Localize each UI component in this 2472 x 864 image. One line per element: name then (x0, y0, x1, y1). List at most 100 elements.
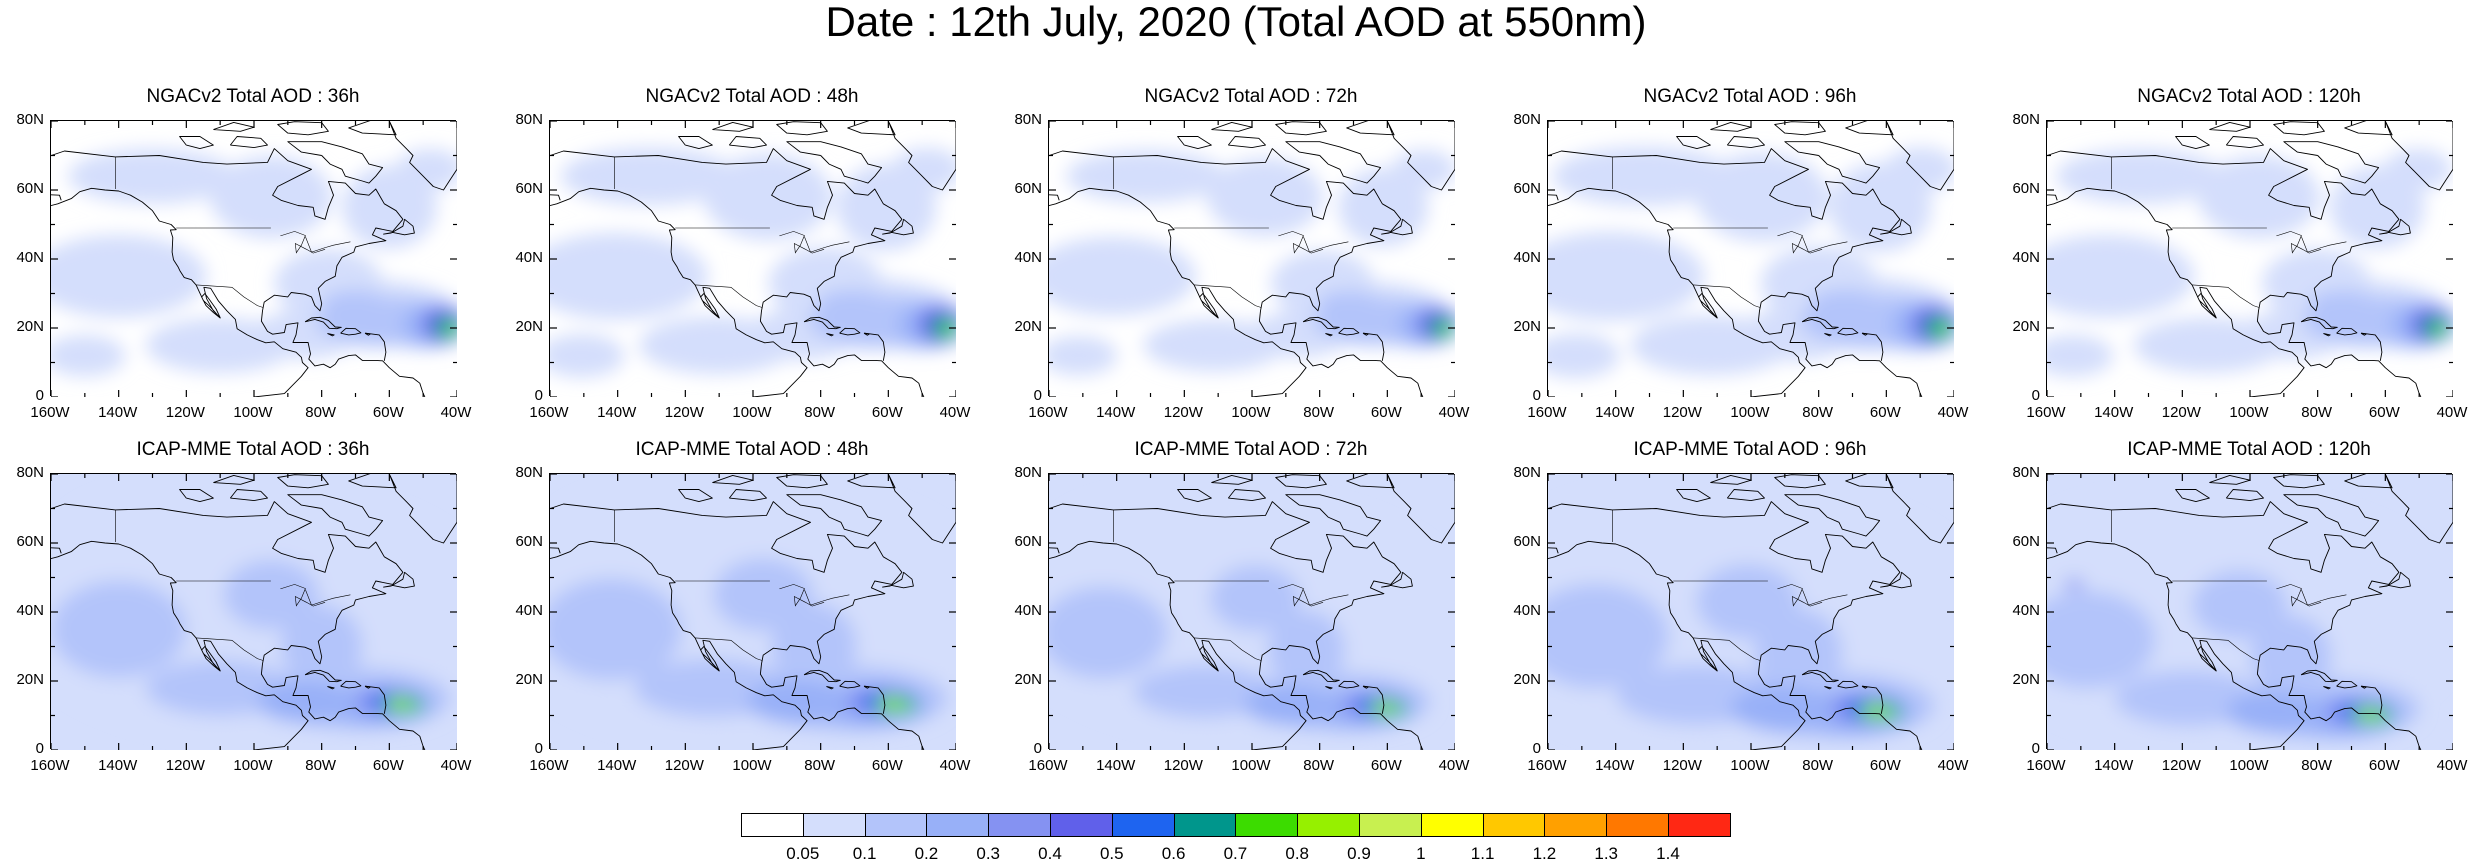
x-tick-label: 80W (1303, 404, 1335, 421)
map-panel: NGACv2 Total AOD : 36h 160W 140W 120W 100W 80… (0, 86, 484, 428)
borders (115, 509, 351, 661)
x-tick-label: 140W (2094, 757, 2134, 774)
map-panel: ICAP-MME Total AOD : 120h 160W 140W 120W 100… (1994, 439, 2472, 781)
map-plot (50, 473, 457, 750)
x-tick-label: 100W (2229, 757, 2269, 774)
aod-plume (385, 696, 414, 707)
x-tick-label: 120W (1163, 757, 1203, 774)
aod-plume (1764, 505, 1867, 595)
y-tick-label: 0 (35, 740, 44, 757)
aod-field (1049, 474, 1455, 750)
aod-plume (2309, 290, 2378, 318)
tick-marks (2047, 474, 2453, 750)
aod-plume (2192, 570, 2288, 640)
aod-plume (940, 318, 956, 338)
panel-title: NGACv2 Total AOD : 72h (1144, 86, 1358, 107)
aod-plume (1133, 665, 1276, 718)
y-tick-label: 0 (1532, 387, 1541, 404)
y-tick-label: 40N (1513, 249, 1541, 266)
aod-plume (1210, 565, 1301, 631)
aod-plume (1049, 236, 1197, 316)
aod-plume (1338, 167, 1429, 247)
aod-field (1548, 121, 1954, 397)
y-tick-label: 0 (35, 387, 44, 404)
aod-plume (2250, 615, 2332, 699)
colorbar-label: 0.6 (1161, 844, 1186, 863)
map-plot (2046, 473, 2453, 750)
colorbar-label: 0.05 (786, 844, 820, 863)
y-tick-label: 0 (534, 387, 543, 404)
y-tick-label: 80N (16, 111, 44, 128)
map-panel: ICAP-MME Total AOD : 72h 160W 140W 120W 100W… (996, 439, 1482, 781)
x-tick-label: 120W (1662, 757, 1702, 774)
x-tick-label: 80W (1802, 404, 1834, 421)
aod-plume (1861, 703, 1891, 715)
y-tick-label: 20N (1513, 318, 1541, 335)
aod-plume (1207, 157, 1323, 237)
aod-plume (816, 289, 888, 319)
colorbar-label: 0.2 (914, 844, 939, 863)
borders (1113, 509, 1349, 661)
aod-field (2047, 121, 2453, 397)
y-tick-label: 60N (1014, 180, 1042, 197)
colorbar-swatch (1050, 813, 1113, 837)
x-tick-label: 160W (2026, 404, 2066, 421)
colorbar-swatch (988, 813, 1051, 837)
x-tick-label: 40W (440, 757, 472, 774)
y-tick-label: 60N (16, 533, 44, 550)
map-panel: ICAP-MME Total AOD : 48h 160W 140W 120W 100W… (497, 439, 983, 781)
y-tick-label: 80N (1513, 111, 1541, 128)
aod-field (1548, 474, 1954, 750)
y-tick-label: 80N (16, 464, 44, 481)
x-tick-label: 60W (2368, 757, 2400, 774)
tick-marks (550, 474, 956, 750)
colorbar-swatch (1173, 813, 1237, 837)
aod-plume (2431, 319, 2449, 337)
colorbar-label: 1.4 (1656, 844, 1680, 863)
coastlines (2047, 474, 2453, 750)
aod-plume (223, 560, 319, 630)
x-tick-label: 40W (1438, 757, 1470, 774)
y-tick-label: 60N (1513, 180, 1541, 197)
aod-plume (703, 153, 832, 241)
x-tick-label: 120W (2161, 757, 2201, 774)
colorbar-swatch (1668, 813, 1731, 837)
colorbar-label: 0.4 (1038, 844, 1062, 863)
borders (614, 509, 850, 661)
panel-title: ICAP-MME Total AOD : 120h (2127, 439, 2371, 460)
aod-plume (877, 696, 906, 708)
map-plot (1547, 473, 1954, 750)
map-panel: ICAP-MME Total AOD : 36h 160W 140W 120W 100W… (0, 439, 484, 781)
x-tick-label: 100W (233, 404, 273, 421)
aod-plume (1066, 149, 1227, 203)
colorbar-swatch (802, 813, 866, 837)
map-panel: NGACv2 Total AOD : 72h 160W 140W 120W 100W 80… (996, 86, 1482, 428)
aod-plume (1267, 610, 1345, 690)
panel-title: ICAP-MME Total AOD : 36h (136, 439, 370, 460)
x-tick-label: 120W (165, 757, 205, 774)
y-tick-label: 60N (515, 180, 543, 197)
x-tick-label: 40W (440, 404, 472, 421)
aod-plume (560, 147, 739, 206)
y-tick-label: 80N (1014, 464, 1042, 481)
x-tick-label: 80W (1303, 757, 1335, 774)
x-tick-label: 140W (1096, 404, 1136, 421)
panel-title: NGACv2 Total AOD : 96h (1643, 86, 1857, 107)
aod-plume (2047, 234, 2195, 318)
y-tick-label: 20N (1014, 318, 1042, 335)
colorbar-swatch (1482, 813, 1546, 837)
tick-marks (1548, 121, 1954, 397)
aod-plume (2064, 579, 2085, 590)
x-tick-label: 40W (1937, 404, 1969, 421)
y-tick-label: 20N (1513, 671, 1541, 688)
x-tick-label: 120W (664, 757, 704, 774)
borders (1612, 509, 1848, 661)
tick-marks (51, 474, 457, 750)
aod-plume (1049, 586, 1168, 679)
colorbar-swatch (1297, 813, 1360, 837)
aod-field (550, 121, 956, 397)
aod-plume (1548, 231, 1705, 321)
x-tick-label: 100W (732, 757, 772, 774)
coastlines (2047, 121, 2453, 397)
